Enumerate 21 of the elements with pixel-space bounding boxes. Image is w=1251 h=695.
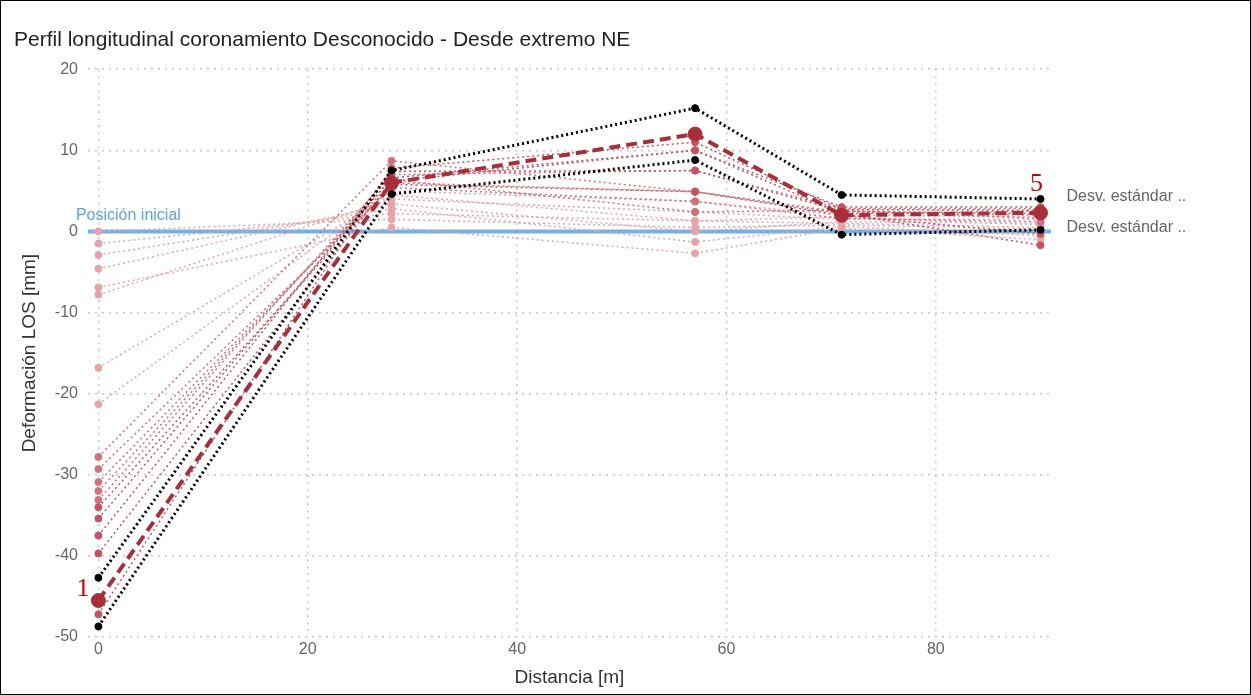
x-tick-label: 60 [717,640,736,658]
y-tick-label: 20 [60,59,79,77]
y-tick-label: -40 [54,546,79,564]
series-label: Desv. estándar .. [1066,218,1187,236]
x-axis-title: Distancia [m] [514,665,625,687]
chart-title: Perfil longitudinal coronamiento Desconocido - Desde extremo NE [14,27,631,51]
x-tick-label: 40 [508,640,527,658]
ref-line-label: Posición inicial [75,205,181,223]
y-tick-label: 10 [60,140,79,158]
x-tick-label: 0 [93,640,103,658]
annotation: 1 [76,573,90,603]
y-axis-title: Deformación LOS [mm] [17,253,39,453]
y-tick-label: -10 [54,302,79,320]
x-tick-label: 80 [926,640,945,658]
annotation: 5 [1030,167,1044,197]
y-tick-label: -20 [54,384,79,402]
x-tick-label: 20 [298,640,317,658]
y-tick-label: -50 [54,627,79,645]
y-tick-label: 0 [69,221,79,239]
series-label: Desv. estándar .. [1066,187,1187,205]
y-tick-label: -30 [54,465,79,483]
